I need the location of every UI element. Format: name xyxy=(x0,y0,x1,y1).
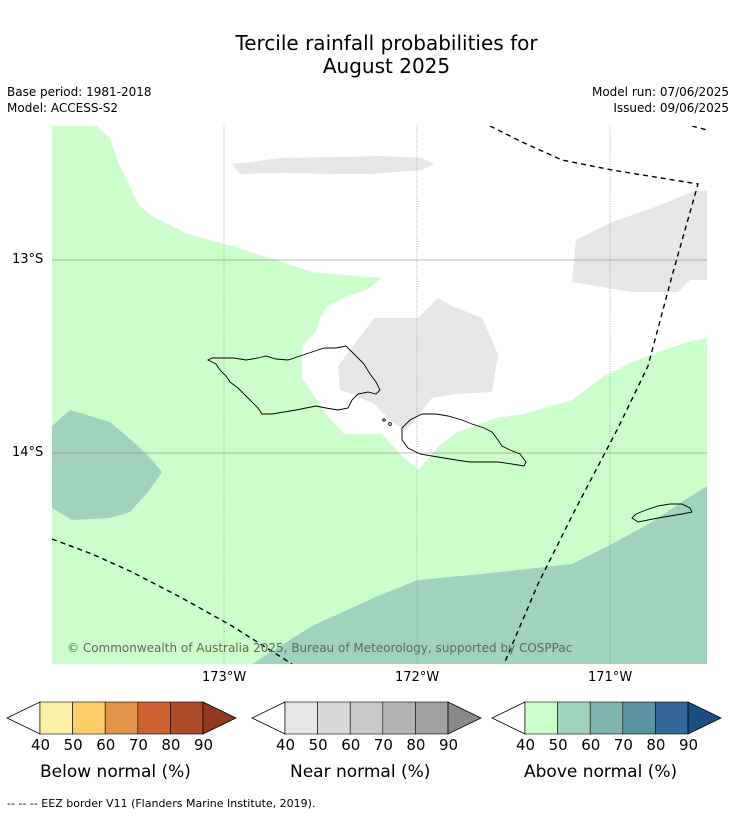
legend-above-tick-label: 60 xyxy=(581,736,601,754)
map-canvas xyxy=(52,126,707,664)
legend-below-swatch xyxy=(170,701,204,735)
legend-near-upper-extension xyxy=(447,701,482,735)
legend-above-upper-extension xyxy=(687,701,722,735)
legend-label-below: Below normal (%) xyxy=(40,762,191,782)
savaii-island xyxy=(206,345,381,415)
legend-below-tick-label: 70 xyxy=(128,736,148,754)
legend-above-swatch xyxy=(655,701,689,735)
legend-above-lower-extension xyxy=(491,701,526,735)
eez-border xyxy=(52,126,707,664)
legend-below-tick-label: 90 xyxy=(194,736,214,754)
legend-label-above: Above normal (%) xyxy=(524,762,678,782)
near-normal-region-east xyxy=(572,190,707,292)
apolima-islet xyxy=(388,422,392,426)
lat-label-13s: 13°S xyxy=(12,252,44,267)
legend-near-lower-extension xyxy=(251,701,286,735)
legend-near-swatch xyxy=(382,701,416,735)
legend-near-swatch xyxy=(317,701,351,735)
model-name: Model: ACCESS-S2 xyxy=(7,101,119,115)
legend-above-swatch xyxy=(524,701,558,735)
above-normal-40-50-region xyxy=(52,126,707,664)
eez-footnote: -- -- -- EEZ border V11 (Flanders Marine… xyxy=(7,797,316,810)
lon-label-172w: 172°W xyxy=(395,670,440,685)
legend-above-tick-label: 90 xyxy=(679,736,699,754)
legend-below-swatch xyxy=(137,701,171,735)
map-panel xyxy=(52,126,707,664)
legend-near-tick-label: 90 xyxy=(439,736,459,754)
legend-near-swatch xyxy=(284,701,318,735)
graticule xyxy=(52,126,707,664)
legend-near-swatch xyxy=(349,701,384,735)
legend-below-swatch xyxy=(39,701,73,735)
base-period: Base period: 1981-2018 xyxy=(7,85,152,99)
legend-below-swatch xyxy=(72,701,106,735)
legend-colorbars xyxy=(6,701,722,735)
model-run: Model run: 07/06/2025 xyxy=(591,85,729,99)
tutuila-island xyxy=(631,503,693,523)
legend-above-tick-label: 80 xyxy=(646,736,666,754)
eez-border-east xyxy=(489,126,699,664)
legend-below-swatch xyxy=(104,701,139,735)
legend-below-tick-label: 60 xyxy=(96,736,116,754)
lon-label-173w: 173°W xyxy=(202,670,247,685)
above-normal-50-60-region-west xyxy=(52,410,162,520)
legend-above-tick-label: 70 xyxy=(613,736,633,754)
legend-above-swatch xyxy=(557,701,591,735)
legend-near-tick-label: 60 xyxy=(341,736,361,754)
legend-below-upper-extension xyxy=(202,701,237,735)
legend-above-swatch xyxy=(589,701,624,735)
legend-near-tick-label: 50 xyxy=(308,736,328,754)
legend-near-tick-label: 80 xyxy=(406,736,426,754)
legend-above-tick-label: 40 xyxy=(516,736,536,754)
issued-date: Issued: 09/06/2025 xyxy=(613,101,729,115)
legend-below-tick-label: 50 xyxy=(63,736,83,754)
lat-label-14s: 14°S xyxy=(12,445,44,460)
legend-above-swatch xyxy=(622,701,656,735)
lon-label-171w: 171°W xyxy=(588,670,633,685)
legend-near-swatch xyxy=(415,701,449,735)
near-normal-region-central xyxy=(338,298,498,430)
legend-near-tick-label: 40 xyxy=(276,736,296,754)
islands xyxy=(206,345,693,523)
map-title-line2: August 2025 xyxy=(322,54,451,78)
legend-label-near: Near normal (%) xyxy=(290,762,431,782)
near-normal-region-north xyxy=(232,156,434,174)
copyright-notice: © Commonwealth of Australia 2025, Bureau… xyxy=(67,641,573,655)
legend-above-tick-label: 50 xyxy=(548,736,568,754)
map-title-line1: Tercile rainfall probabilities for xyxy=(235,31,538,55)
legend-near-tick-label: 70 xyxy=(373,736,393,754)
legend-below-tick-label: 80 xyxy=(161,736,181,754)
upolu-island xyxy=(401,413,527,467)
eez-border-northeast xyxy=(691,126,707,131)
legend-below-tick-label: 40 xyxy=(31,736,51,754)
manono-islet xyxy=(382,418,386,422)
above-normal-50-60-region-south xyxy=(252,486,707,664)
legend-below-lower-extension xyxy=(6,701,41,735)
